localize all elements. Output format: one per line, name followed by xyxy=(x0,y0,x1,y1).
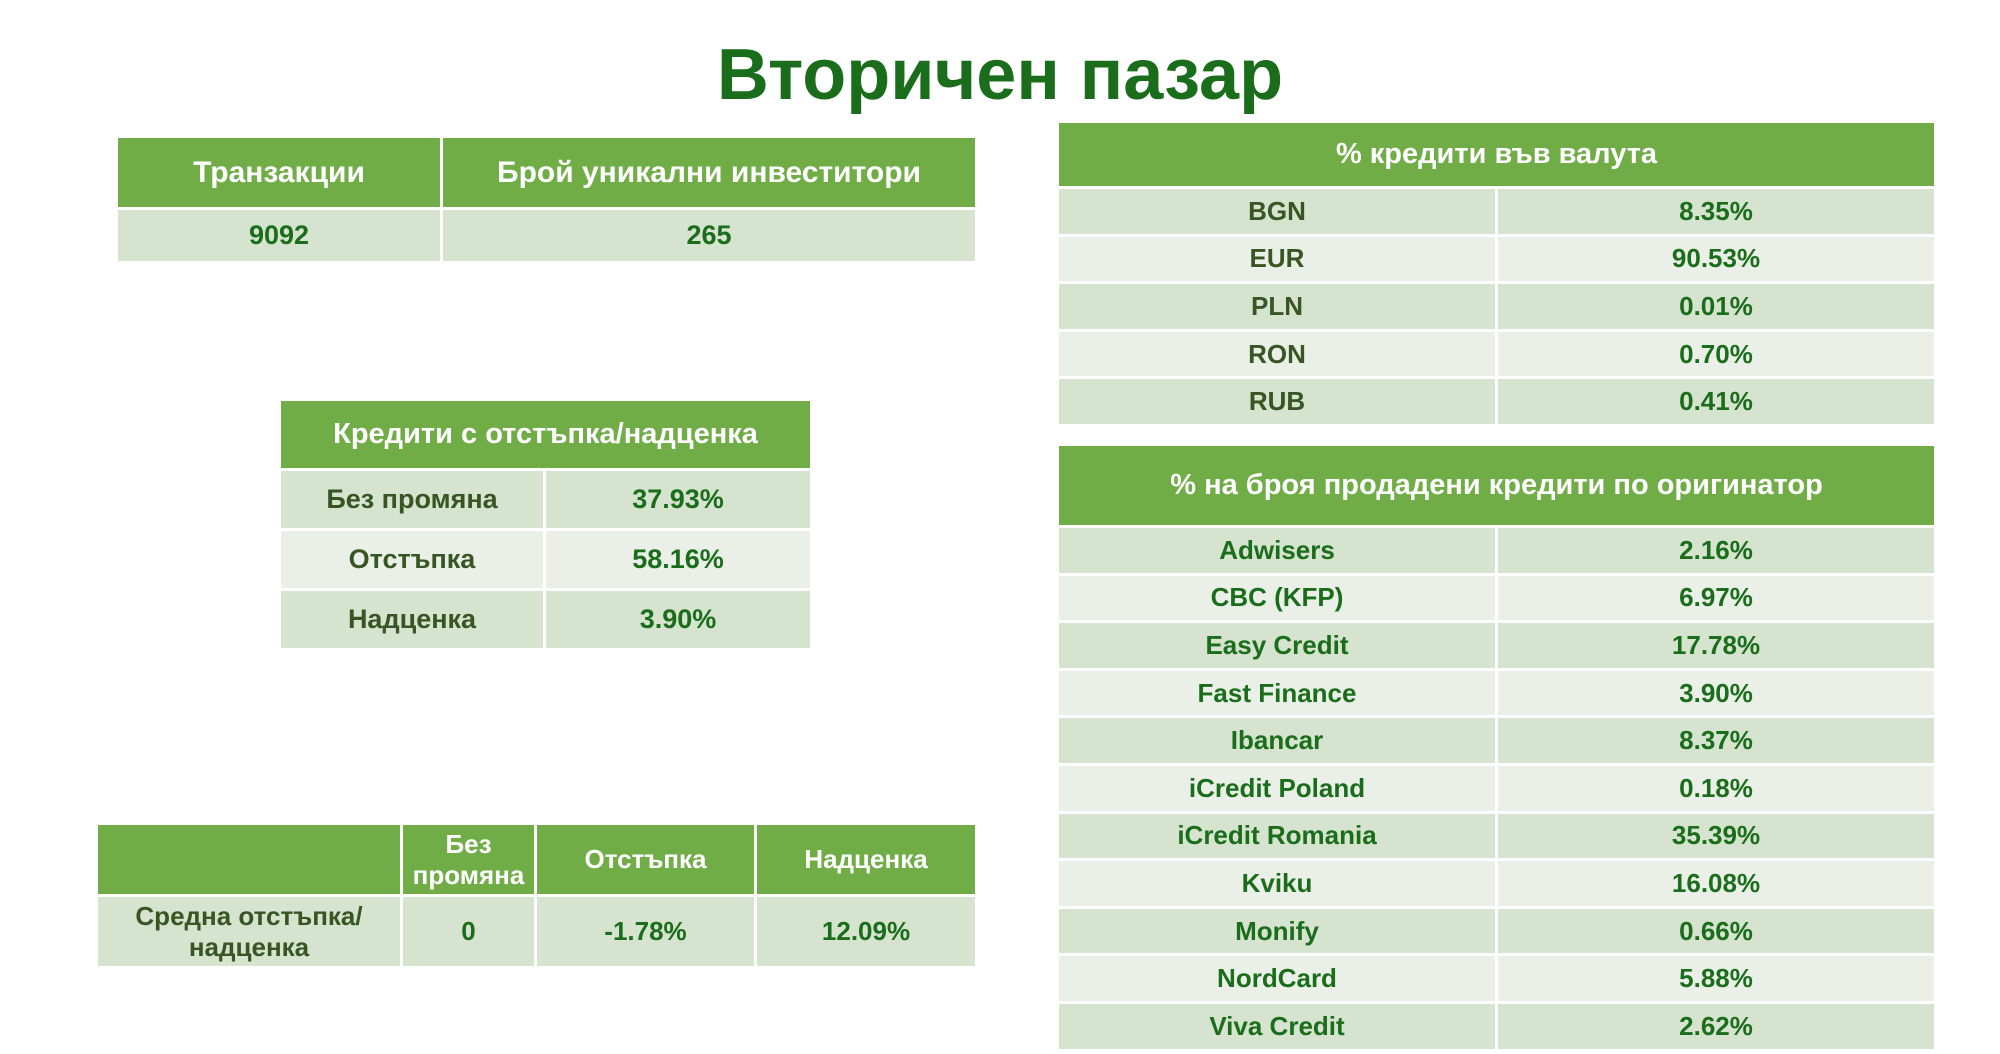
row-label: Надценка xyxy=(278,588,546,651)
originator-table: % на броя продадени кредити по оригинато… xyxy=(1055,443,1938,1052)
originator-value: 6.97% xyxy=(1494,572,1938,624)
table-row: Adwisers 2.16% xyxy=(1056,525,1938,576)
originator-value: 16.08% xyxy=(1494,858,1938,909)
table-row: RUB 0.41% xyxy=(1056,376,1937,427)
transactions-header: Транзакции xyxy=(115,135,443,210)
currency-label: PLN xyxy=(1056,281,1498,332)
premium-header: Надценка xyxy=(754,822,978,897)
table-row: Monify 0.66% xyxy=(1056,905,1938,957)
originator-value: 0.66% xyxy=(1494,905,1938,957)
currency-header: % кредити във валута xyxy=(1056,120,1937,189)
originator-label: NordCard xyxy=(1056,953,1498,1004)
table-row: CBC (KFP) 6.97% xyxy=(1056,572,1938,624)
page-title: Вторичен пазар xyxy=(716,35,1284,115)
average-discount-table: Без промяна Отстъпка Надценка Средна отс… xyxy=(95,822,978,969)
row-label: Отстъпка xyxy=(278,528,546,591)
table-row: PLN 0.01% xyxy=(1056,281,1937,332)
originator-value: 3.90% xyxy=(1494,667,1938,719)
table-row: Fast Finance 3.90% xyxy=(1056,667,1938,719)
table-row: RON 0.70% xyxy=(1056,328,1937,380)
discount-premium-header: Кредити с отстъпка/надценка xyxy=(277,398,814,471)
originator-label: Fast Finance xyxy=(1056,667,1498,719)
no-change-header: Без промяна xyxy=(400,822,537,897)
currency-value: 0.70% xyxy=(1495,328,1937,380)
originator-label: Viva Credit xyxy=(1056,1000,1498,1052)
table-row: EUR 90.53% xyxy=(1056,233,1937,285)
currency-table: % кредити във валута BGN 8.35% EUR 90.53… xyxy=(1056,120,1937,427)
originator-label: Adwisers xyxy=(1056,525,1498,576)
transactions-value: 9092 xyxy=(115,207,443,264)
originator-label: CBC (KFP) xyxy=(1056,572,1498,624)
table-row: Отстъпка 58.16% xyxy=(278,528,814,591)
table-row: Надценка 3.90% xyxy=(278,588,814,651)
originator-label: iCredit Romania xyxy=(1056,810,1498,862)
currency-value: 8.35% xyxy=(1495,186,1937,237)
discount-value: -1.78% xyxy=(534,894,757,969)
table-row: BGN 8.35% xyxy=(1056,186,1937,237)
currency-value: 0.41% xyxy=(1495,376,1937,427)
originator-value: 2.62% xyxy=(1494,1000,1938,1052)
originator-label: Easy Credit xyxy=(1056,620,1498,671)
premium-value: 12.09% xyxy=(754,894,978,969)
row-value: 37.93% xyxy=(542,468,814,531)
originator-value: 17.78% xyxy=(1494,620,1938,671)
empty-header xyxy=(95,822,403,897)
currency-label: BGN xyxy=(1056,186,1498,237)
unique-investors-header: Брой уникални инвеститори xyxy=(440,135,978,210)
table-row: NordCard 5.88% xyxy=(1056,953,1938,1004)
table-row: Viva Credit 2.62% xyxy=(1056,1000,1938,1052)
originator-label: Monify xyxy=(1056,905,1498,957)
discount-header: Отстъпка xyxy=(534,822,757,897)
table-row: iCredit Poland 0.18% xyxy=(1056,762,1938,814)
row-label: Без промяна xyxy=(278,468,546,531)
originator-header: % на броя продадени кредити по оригинато… xyxy=(1055,443,1938,528)
currency-value: 0.01% xyxy=(1495,281,1937,332)
currency-label: RUB xyxy=(1056,376,1498,427)
originator-value: 8.37% xyxy=(1494,715,1938,766)
currency-value: 90.53% xyxy=(1495,233,1937,285)
no-change-value: 0 xyxy=(400,894,537,969)
discount-premium-table: Кредити с отстъпка/надценка Без промяна … xyxy=(277,398,814,651)
currency-label: EUR xyxy=(1056,233,1498,285)
table-row: Kviku 16.08% xyxy=(1056,858,1938,909)
row-value: 3.90% xyxy=(542,588,814,651)
originator-label: iCredit Poland xyxy=(1056,762,1498,814)
originator-label: Kviku xyxy=(1056,858,1498,909)
originator-value: 2.16% xyxy=(1494,525,1938,576)
currency-label: RON xyxy=(1056,328,1498,380)
originator-value: 5.88% xyxy=(1494,953,1938,1004)
row-value: 58.16% xyxy=(542,528,814,591)
originator-value: 35.39% xyxy=(1494,810,1938,862)
table-row: Ibancar 8.37% xyxy=(1056,715,1938,766)
originator-label: Ibancar xyxy=(1056,715,1498,766)
transactions-table: Транзакции Брой уникални инвеститори 909… xyxy=(115,135,978,264)
table-row: Без промяна 37.93% xyxy=(278,468,814,531)
average-row-label: Средна отстъпка/надценка xyxy=(95,894,403,969)
originator-value: 0.18% xyxy=(1494,762,1938,814)
table-row: iCredit Romania 35.39% xyxy=(1056,810,1938,862)
table-row: Easy Credit 17.78% xyxy=(1056,620,1938,671)
unique-investors-value: 265 xyxy=(440,207,978,264)
